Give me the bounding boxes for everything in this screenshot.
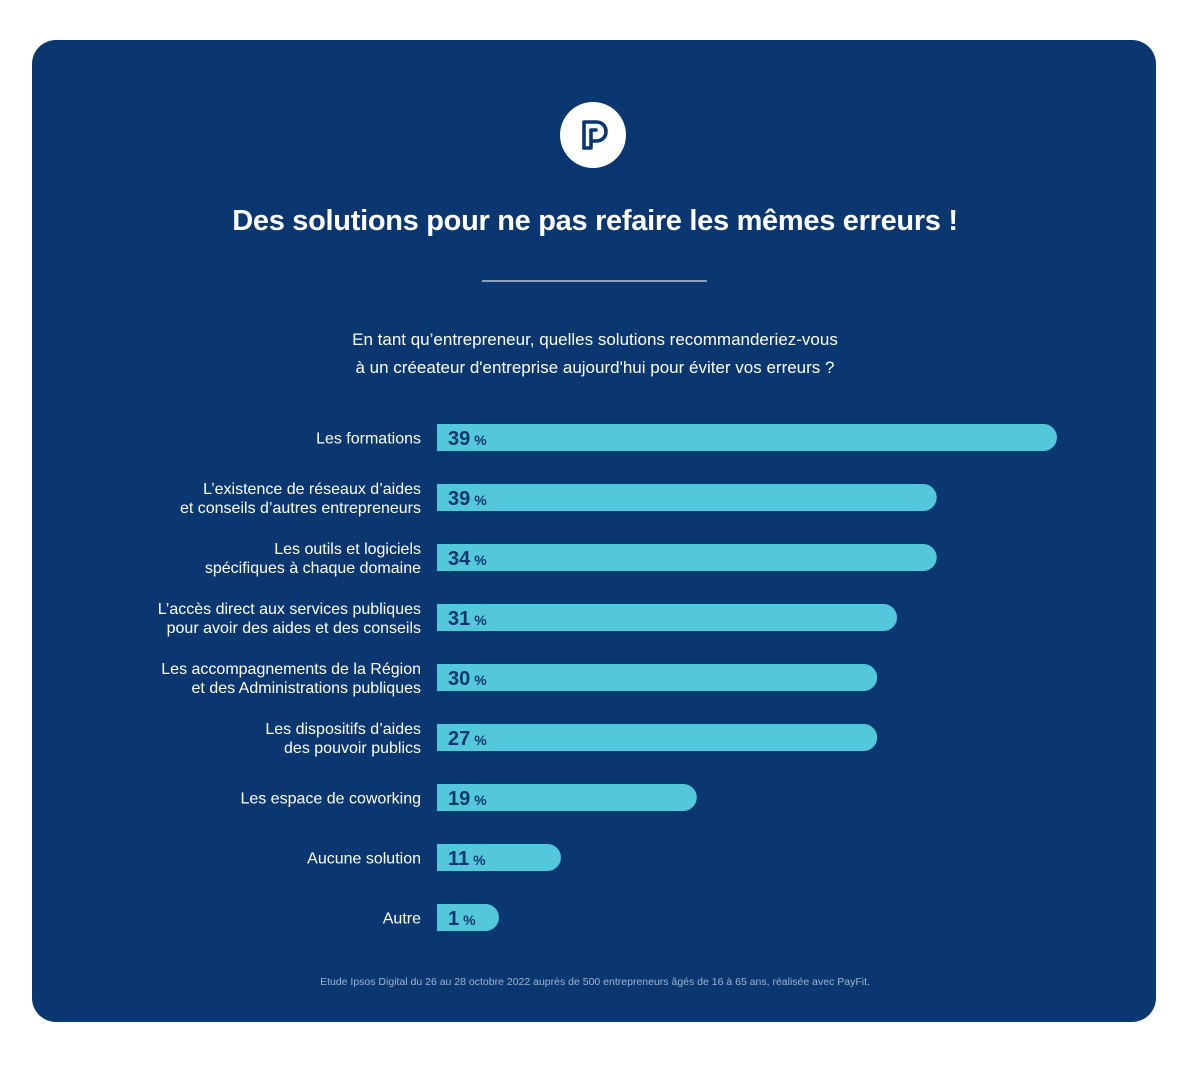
category-label: Les formations	[316, 431, 421, 448]
bar-row: 39 % Les formations	[316, 424, 1057, 451]
bar-row: 39 % L’existence de réseaux d’aides et cons…	[180, 481, 937, 517]
category-label-line: Aucune solution	[307, 851, 421, 868]
category-label-line: et conseils d’autres entrepreneurs	[180, 500, 421, 517]
bar-value-unit: %	[463, 912, 476, 928]
category-label: Les outils et logiciels spécifiques à cha…	[205, 541, 421, 577]
bar-value-unit: %	[474, 792, 487, 808]
bar-value-unit: %	[474, 672, 487, 688]
bar-row: 34 % Les outils et logiciels spécifiques à …	[205, 541, 937, 577]
bar-value-label: 30%	[448, 668, 487, 690]
bar-value-label: 39%	[448, 488, 487, 510]
bar-value-label: 34%	[448, 548, 487, 570]
bar-value-unit: %	[473, 852, 486, 868]
bar-value-unit: %	[474, 552, 487, 568]
bar	[437, 844, 561, 871]
bar	[437, 604, 898, 631]
category-label-line: des pouvoir publics	[284, 740, 421, 757]
survey-question-line-2: à un créeateur d'entreprise aujourd'hui …	[355, 358, 835, 377]
payfit-logo-glyph	[582, 120, 608, 150]
bar-value-number: 19	[448, 788, 470, 810]
bar-row: 19 % Les espace de coworking	[240, 784, 697, 811]
category-label-line: L’existence de réseaux d’aides	[203, 481, 421, 498]
bar	[437, 664, 878, 691]
category-label-line: et des Administrations publiques	[192, 680, 421, 697]
category-label: Les accompagnements de la Région et des A…	[161, 661, 421, 697]
bar-value-unit: %	[474, 732, 487, 748]
category-label: Les espace de coworking	[240, 791, 421, 808]
bar-value-number: 27	[448, 728, 470, 750]
category-label-line: pour avoir des aides et des conseils	[167, 620, 421, 637]
category-label: L’accès direct aux services publiques pou…	[158, 601, 421, 637]
bar-value-number: 31	[448, 608, 470, 630]
page-title: Des solutions pour ne pas refaire les mê…	[232, 205, 958, 237]
bar-row: 27 % Les dispositifs d’aides des pouvoir pu…	[265, 721, 878, 757]
bar-value-number: 30	[448, 668, 470, 690]
category-label: Les dispositifs d’aides des pouvoir publi…	[265, 721, 421, 757]
bar-value-label: 31%	[448, 608, 487, 630]
bar-row: 31 % L’accès direct aux services publiques…	[158, 601, 898, 637]
bar	[437, 724, 878, 751]
bar-value-number: 1	[448, 908, 459, 930]
category-label-line: spécifiques à chaque domaine	[205, 560, 421, 577]
bar-value-label: 1%	[448, 908, 476, 930]
bar-value-label: 39%	[448, 428, 487, 450]
bar-value-number: 11	[448, 848, 469, 870]
survey-question: En tant qu’entrepreneur, quelles solutio…	[0, 326, 1190, 382]
category-label: Aucune solution	[307, 851, 421, 868]
bar-row: 30 % Les accompagnements de la Région et de…	[161, 661, 878, 697]
bar-value-number: 39	[448, 488, 470, 510]
bar-value-unit: %	[474, 432, 487, 448]
category-label-line: Autre	[383, 911, 421, 928]
bar-value-unit: %	[474, 492, 487, 508]
category-label: Autre	[383, 911, 421, 928]
payfit-logo-icon	[560, 102, 626, 168]
bar-row: 11 % Aucune solution	[307, 844, 561, 871]
bar-value-number: 39	[448, 428, 470, 450]
bar-value-label: 19%	[448, 788, 487, 810]
survey-question-line-1: En tant qu’entrepreneur, quelles solutio…	[352, 330, 838, 349]
bar	[437, 544, 937, 571]
category-label-line: Les outils et logiciels	[274, 541, 421, 558]
category-label-line: Les formations	[316, 431, 421, 448]
bar	[437, 424, 1057, 451]
category-label-line: Les dispositifs d’aides	[265, 721, 421, 738]
infographic-card	[32, 40, 1156, 1022]
bar-row: 1 % Autre	[383, 904, 499, 931]
bar-value-label: 27%	[448, 728, 487, 750]
category-label-line: Les accompagnements de la Région	[161, 661, 421, 678]
bar	[437, 904, 499, 931]
bar-value-label: 11%	[448, 848, 486, 870]
source-footnote: Etude Ipsos Digital du 26 au 28 octobre …	[320, 976, 870, 988]
bar-value-number: 34	[448, 548, 471, 570]
category-label: L’existence de réseaux d’aides et conseil…	[180, 481, 421, 517]
bar-value-unit: %	[474, 612, 487, 628]
category-label-line: L’accès direct aux services publiques	[158, 601, 421, 618]
bar	[437, 784, 697, 811]
title-divider	[482, 280, 707, 282]
category-label-line: Les espace de coworking	[240, 791, 421, 808]
bar	[437, 484, 937, 511]
